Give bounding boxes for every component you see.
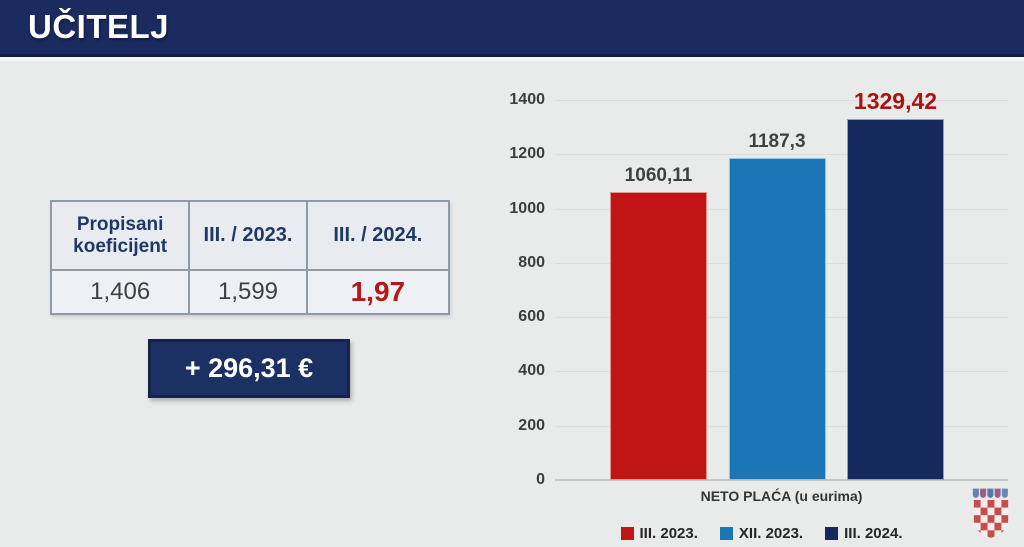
coefficient-value-2024: 1,97 [306, 270, 449, 314]
coefficient-value-propisani: 1,406 [51, 270, 190, 314]
checkerboard-shield [973, 500, 1009, 538]
croatia-coat-of-arms-icon [972, 488, 1009, 538]
bar-xii-2023- [728, 157, 826, 480]
bar-iii-2024- [847, 119, 944, 480]
crown-shields [972, 488, 1008, 498]
gridline-0 [555, 479, 1008, 481]
legend-swatch-icon [620, 527, 634, 540]
legend-item-xii-2023-: XII. 2023. [719, 525, 804, 542]
legend-label: III. 2023. [639, 525, 698, 542]
legend-swatch-icon [825, 527, 839, 540]
legend-swatch-icon [719, 527, 733, 540]
legend-item-iii-2023-: III. 2023. [620, 525, 698, 542]
legend-label: III. 2024. [844, 525, 903, 542]
x-axis-title: NETO PLAĆA (u eurima) [700, 488, 863, 504]
y-tick-label-400: 400 [518, 362, 545, 380]
table-header-iii-2024: III. / 2024. [306, 201, 449, 270]
table-value-row: 1,406 1,599 1,97 [51, 270, 449, 314]
net-salary-bar-chart: 0 200 400 600 800 1000 1200 1400 1060,11 1187,3 1… [460, 60, 1024, 547]
table-header-row: Propisani koeficijent III. / 2023. III. … [51, 201, 449, 270]
bar-value-label: 1329,42 [853, 88, 938, 115]
legend-item-iii-2024-: III. 2024. [825, 525, 902, 542]
gridline-1400 [555, 100, 1008, 101]
y-tick-label-1200: 1200 [509, 145, 545, 163]
y-tick-label-1400: 1400 [509, 91, 545, 108]
y-tick-label-200: 200 [518, 416, 545, 434]
y-tick-label-800: 800 [518, 253, 545, 271]
header-bar: UČITELJ [0, 0, 1024, 57]
table-header-iii-2023: III. / 2023. [189, 201, 307, 270]
legend-label: XII. 2023. [738, 525, 804, 542]
coefficient-table: Propisani koeficijent III. / 2023. III. … [50, 200, 450, 315]
y-tick-label-600: 600 [518, 308, 545, 326]
page-title: UČITELJ [28, 8, 170, 45]
salary-increase-badge: + 296,31 € [148, 339, 350, 398]
bar-value-label: 1060,11 [624, 165, 693, 187]
bar-value-label: 1187,3 [748, 130, 806, 152]
bar-iii-2023- [610, 192, 707, 480]
chart-legend: III. 2023. XII. 2023. III. 2024. [535, 525, 988, 542]
table-header-propisani-koeficijent: Propisani koeficijent [51, 201, 190, 270]
y-tick-label-1000: 1000 [509, 199, 545, 217]
y-tick-label-0: 0 [536, 471, 545, 488]
gridline-1200 [555, 154, 1008, 156]
coefficient-value-2023: 1,599 [189, 270, 307, 314]
